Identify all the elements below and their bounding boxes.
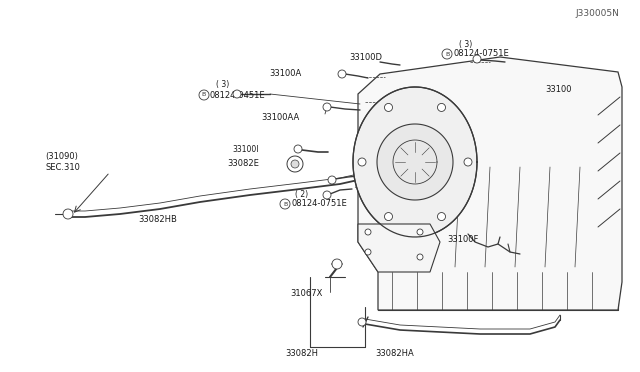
Text: B: B	[445, 51, 449, 57]
Text: 33100I: 33100I	[232, 145, 259, 154]
Polygon shape	[358, 57, 622, 310]
Polygon shape	[358, 318, 366, 326]
Polygon shape	[323, 103, 331, 111]
Polygon shape	[328, 176, 336, 184]
Polygon shape	[353, 87, 477, 237]
Polygon shape	[385, 103, 392, 112]
Text: 33082H: 33082H	[285, 350, 319, 359]
Polygon shape	[332, 259, 342, 269]
Polygon shape	[287, 156, 303, 172]
Polygon shape	[323, 191, 331, 199]
Polygon shape	[473, 55, 481, 63]
Polygon shape	[338, 70, 346, 78]
Polygon shape	[199, 90, 209, 100]
Polygon shape	[417, 229, 423, 235]
Polygon shape	[365, 249, 371, 255]
Polygon shape	[442, 49, 452, 59]
Text: SEC.310: SEC.310	[45, 163, 80, 171]
Text: (31090): (31090)	[45, 153, 78, 161]
Polygon shape	[291, 160, 299, 168]
Text: 33082HA: 33082HA	[375, 350, 413, 359]
Text: 33100D: 33100D	[349, 54, 382, 62]
Text: J330005N: J330005N	[575, 10, 619, 19]
Text: 33082E: 33082E	[227, 160, 259, 169]
Text: 33082HB: 33082HB	[138, 215, 177, 224]
Text: B: B	[283, 202, 287, 206]
Polygon shape	[464, 158, 472, 166]
Text: 08124-0751E: 08124-0751E	[453, 49, 509, 58]
Polygon shape	[358, 158, 366, 166]
Polygon shape	[63, 209, 73, 219]
Text: ( 3): ( 3)	[216, 80, 229, 90]
Text: ( 3): ( 3)	[459, 39, 472, 48]
Text: 08124-0751E: 08124-0751E	[291, 199, 347, 208]
Polygon shape	[417, 254, 423, 260]
Polygon shape	[377, 124, 453, 200]
Text: 31067X: 31067X	[290, 289, 323, 298]
Text: 33100F: 33100F	[447, 235, 478, 244]
Text: 33100A: 33100A	[269, 70, 302, 78]
Polygon shape	[294, 145, 302, 153]
Text: 33100AA: 33100AA	[262, 112, 300, 122]
Text: 08124-0451E: 08124-0451E	[210, 90, 266, 99]
Polygon shape	[280, 199, 290, 209]
Polygon shape	[438, 103, 445, 112]
Polygon shape	[365, 229, 371, 235]
Polygon shape	[233, 90, 241, 98]
Polygon shape	[385, 212, 392, 221]
Polygon shape	[438, 212, 445, 221]
Text: 33100: 33100	[545, 86, 572, 94]
Text: ( 2): ( 2)	[295, 189, 308, 199]
Polygon shape	[358, 224, 440, 272]
Text: B: B	[202, 93, 206, 97]
